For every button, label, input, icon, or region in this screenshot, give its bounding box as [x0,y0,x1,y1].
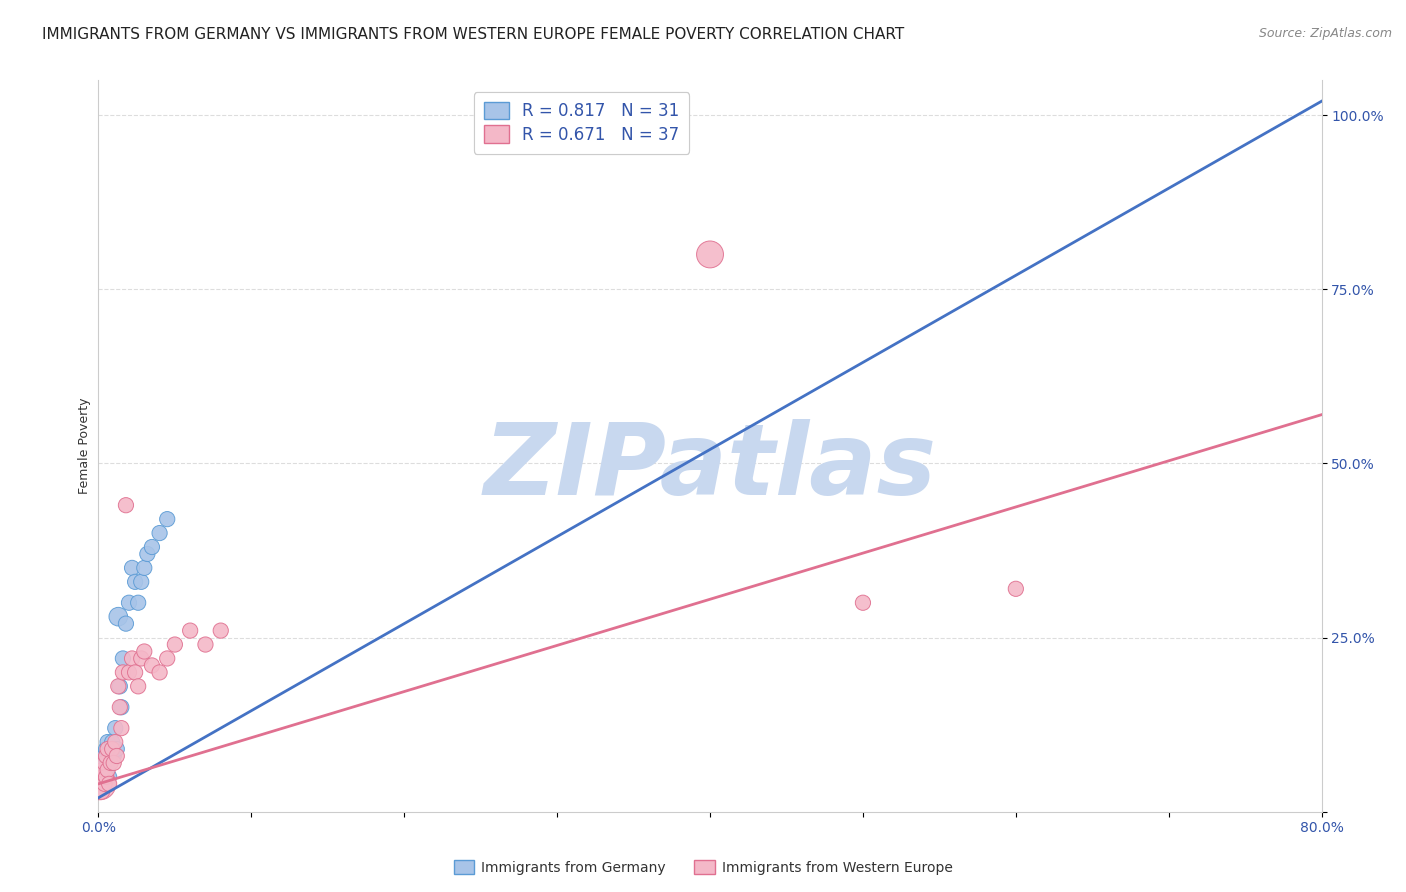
Y-axis label: Female Poverty: Female Poverty [79,398,91,494]
Point [699,247,721,261]
Point [115,498,138,512]
Point [97,756,120,770]
Point [100,756,122,770]
Point [124,574,146,589]
Text: IMMIGRANTS FROM GERMANY VS IMMIGRANTS FROM WESTERN EUROPE FEMALE POVERTY CORRELA: IMMIGRANTS FROM GERMANY VS IMMIGRANTS FR… [42,27,904,42]
Legend: R = 0.817   N = 31, R = 0.671   N = 37: R = 0.817 N = 31, R = 0.671 N = 37 [474,92,689,153]
Point [121,651,143,665]
Point [91,770,114,784]
Point [129,574,152,589]
Point [149,665,172,680]
Point [107,679,129,693]
Point [149,526,172,541]
Point [90,784,112,798]
Point [127,596,149,610]
Point [93,756,115,770]
Point [163,638,186,652]
Point [94,763,117,777]
Point [91,756,114,770]
Point [94,742,117,756]
Point [111,665,134,680]
Point [94,749,117,764]
Point [209,624,232,638]
Point [90,777,112,791]
Text: ZIPatlas: ZIPatlas [484,419,936,516]
Point [103,756,125,770]
Point [110,700,132,714]
Point [129,651,152,665]
Point [107,609,129,624]
Point [104,735,127,749]
Point [108,700,131,714]
Point [93,777,115,791]
Point [97,742,120,756]
Text: Source: ZipAtlas.com: Source: ZipAtlas.com [1258,27,1392,40]
Point [105,742,128,756]
Point [103,749,125,764]
Point [89,777,111,791]
Point [101,742,124,756]
Point [91,763,114,777]
Point [852,596,875,610]
Point [108,679,131,693]
Point [1004,582,1026,596]
Point [141,658,163,673]
Point [118,665,141,680]
Point [98,770,121,784]
Point [97,735,120,749]
Point [94,770,117,784]
Point [136,547,159,561]
Point [134,561,156,575]
Point [110,721,132,735]
Point [134,644,156,658]
Point [156,651,179,665]
Point [141,540,163,554]
Point [104,721,127,735]
Point [93,749,115,764]
Point [97,763,120,777]
Point [179,624,201,638]
Point [118,596,141,610]
Point [98,777,121,791]
Point [101,735,124,749]
Point [115,616,138,631]
Point [156,512,179,526]
Point [105,749,128,764]
Point [111,651,134,665]
Point [124,665,146,680]
Point [194,638,217,652]
Point [91,763,114,777]
Point [127,679,149,693]
Point [89,770,111,784]
Point [100,749,122,764]
Point [93,770,115,784]
Legend: Immigrants from Germany, Immigrants from Western Europe: Immigrants from Germany, Immigrants from… [449,855,957,880]
Point [121,561,143,575]
